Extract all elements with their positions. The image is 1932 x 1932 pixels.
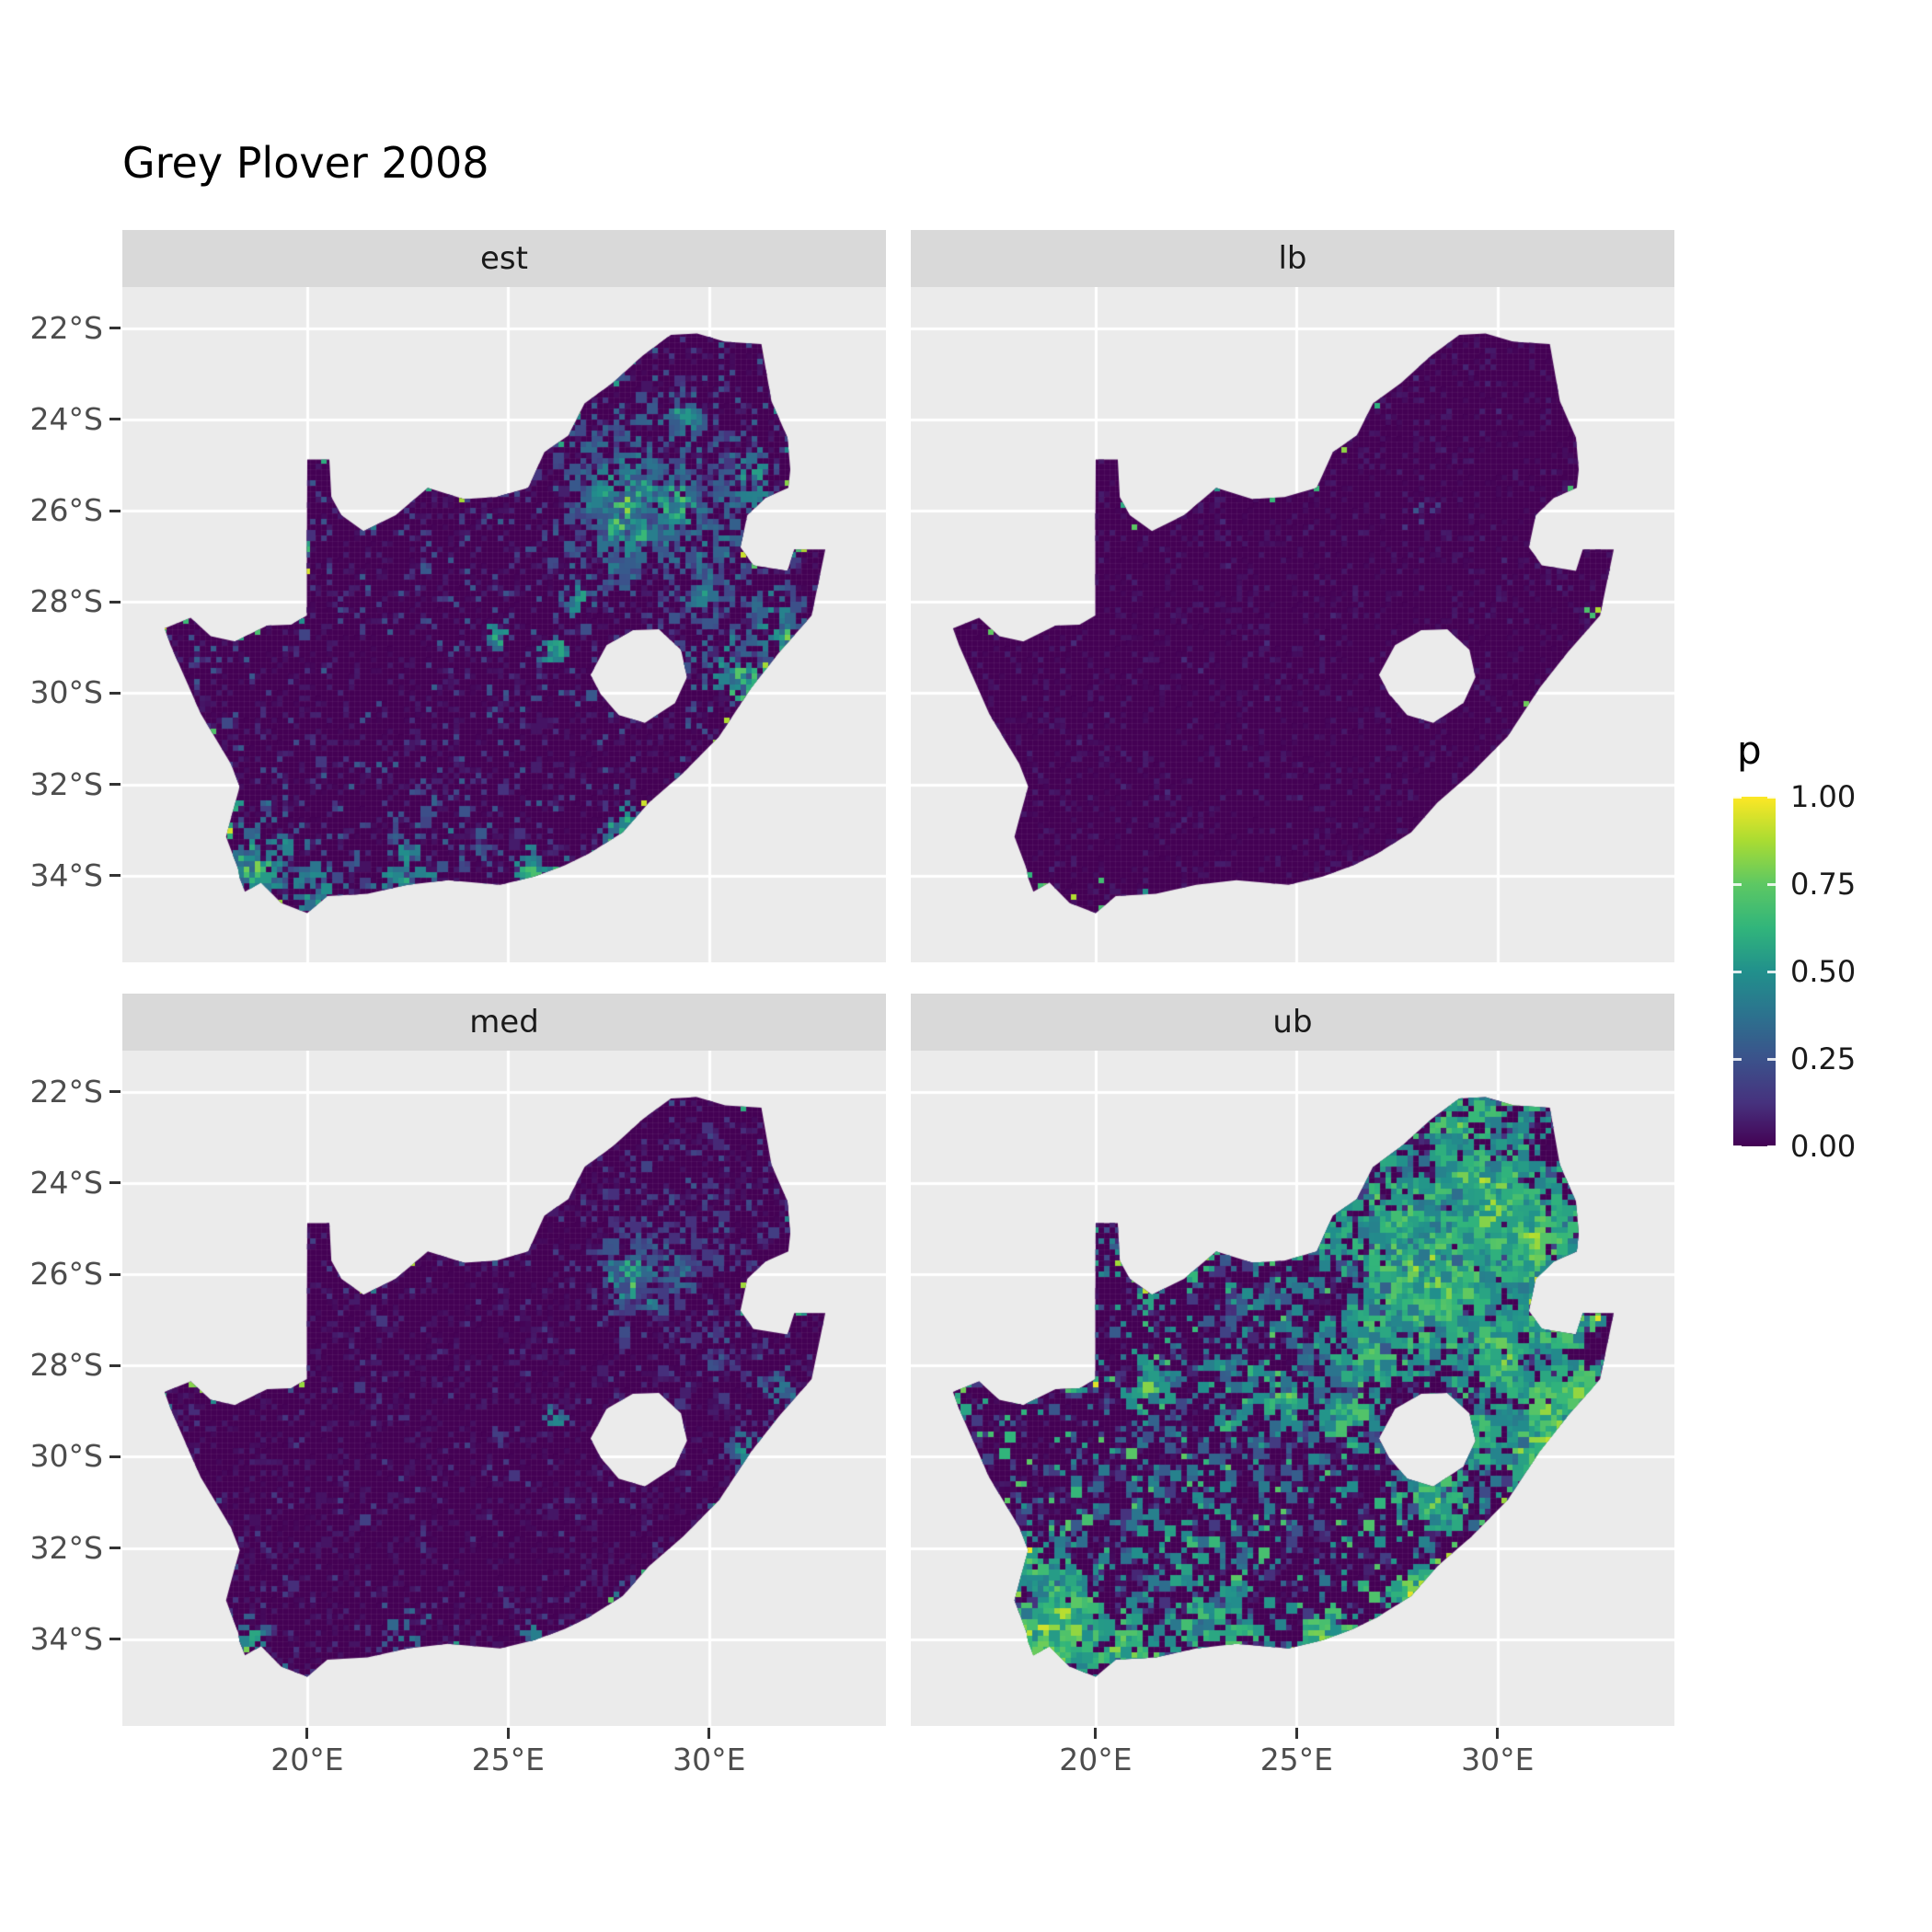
y-axis-tick-label: 22°S	[29, 309, 103, 346]
facet-panel-lb: lb	[911, 230, 1674, 962]
x-axis-tick-mark	[1094, 1728, 1098, 1739]
y-axis-tick-label: 24°S	[29, 400, 103, 437]
legend-title: p	[1737, 728, 1762, 773]
y-axis-tick-label: 28°S	[29, 583, 103, 620]
map-canvas-ub	[911, 1051, 1674, 1726]
y-axis-tick-mark	[109, 1272, 121, 1276]
legend-tick-mark	[1733, 970, 1742, 973]
map-canvas-est	[122, 287, 886, 962]
legend-tick-label: 0.25	[1790, 1041, 1857, 1076]
y-axis-tick-label: 34°S	[29, 857, 103, 893]
y-axis-tick-label: 26°S	[29, 1256, 103, 1292]
y-axis-tick-mark	[109, 327, 121, 330]
x-axis-tick-label: 30°E	[673, 1742, 746, 1777]
facet-strip-ub: ub	[911, 994, 1674, 1051]
y-axis-tick-mark	[109, 1455, 121, 1458]
y-axis-tick-label: 28°S	[29, 1347, 103, 1384]
facet-panel-est: est	[122, 230, 886, 962]
legend-tick-mark	[1733, 882, 1742, 886]
x-axis-tick-label: 20°E	[1059, 1742, 1133, 1777]
legend-tick-mark	[1767, 1144, 1776, 1148]
y-axis-tick-mark	[109, 509, 121, 512]
facet-panel-ub: ub	[911, 994, 1674, 1726]
y-axis-tick-mark	[109, 691, 121, 695]
y-axis-tick-mark	[109, 1547, 121, 1550]
y-axis-tick-mark	[109, 600, 121, 604]
y-axis-tick-mark	[109, 418, 121, 421]
legend-tick-mark	[1733, 795, 1742, 799]
x-axis-tick-mark	[1294, 1728, 1298, 1739]
legend-tick-label: 0.00	[1790, 1129, 1857, 1164]
x-axis-tick-label: 25°E	[471, 1742, 546, 1777]
x-axis-tick-mark	[707, 1728, 711, 1739]
x-axis-tick-mark	[305, 1728, 309, 1739]
legend-tick-label: 0.50	[1790, 954, 1857, 989]
y-axis-tick-mark	[109, 783, 121, 787]
x-axis-tick-mark	[506, 1728, 510, 1739]
x-axis-tick-mark	[1496, 1728, 1500, 1739]
y-axis-tick-label: 22°S	[29, 1073, 103, 1110]
facet-strip-est: est	[122, 230, 886, 287]
plot-title: Grey Plover 2008	[122, 138, 489, 188]
y-axis-tick-mark	[109, 1090, 121, 1094]
y-axis-tick-mark	[109, 874, 121, 878]
y-axis-tick-label: 26°S	[29, 492, 103, 528]
legend-tick-label: 1.00	[1790, 779, 1857, 814]
map-canvas-lb	[911, 287, 1674, 962]
map-canvas-med	[122, 1051, 886, 1726]
y-axis-tick-label: 30°S	[29, 674, 103, 711]
y-axis-tick-mark	[109, 1363, 121, 1367]
y-axis-tick-mark	[109, 1638, 121, 1641]
x-axis-tick-label: 25°E	[1259, 1742, 1334, 1777]
legend-colorbar	[1733, 797, 1776, 1146]
facet-strip-med: med	[122, 994, 886, 1051]
legend-tick-mark	[1733, 1057, 1742, 1061]
x-axis-tick-label: 30°E	[1461, 1742, 1535, 1777]
legend-tick-mark	[1767, 882, 1776, 886]
x-axis-tick-label: 20°E	[270, 1742, 344, 1777]
facet-strip-lb: lb	[911, 230, 1674, 287]
legend-tick-mark	[1767, 1057, 1776, 1061]
legend-tick-label: 0.75	[1790, 867, 1857, 902]
y-axis-tick-label: 32°S	[29, 1529, 103, 1566]
y-axis-tick-label: 24°S	[29, 1164, 103, 1201]
legend-tick-mark	[1733, 1144, 1742, 1148]
legend-tick-mark	[1767, 970, 1776, 973]
y-axis-tick-mark	[109, 1181, 121, 1185]
y-axis-tick-label: 34°S	[29, 1620, 103, 1657]
y-axis-tick-label: 30°S	[29, 1438, 103, 1475]
facet-panel-med: med	[122, 994, 886, 1726]
legend-tick-mark	[1767, 795, 1776, 799]
y-axis-tick-label: 32°S	[29, 765, 103, 802]
